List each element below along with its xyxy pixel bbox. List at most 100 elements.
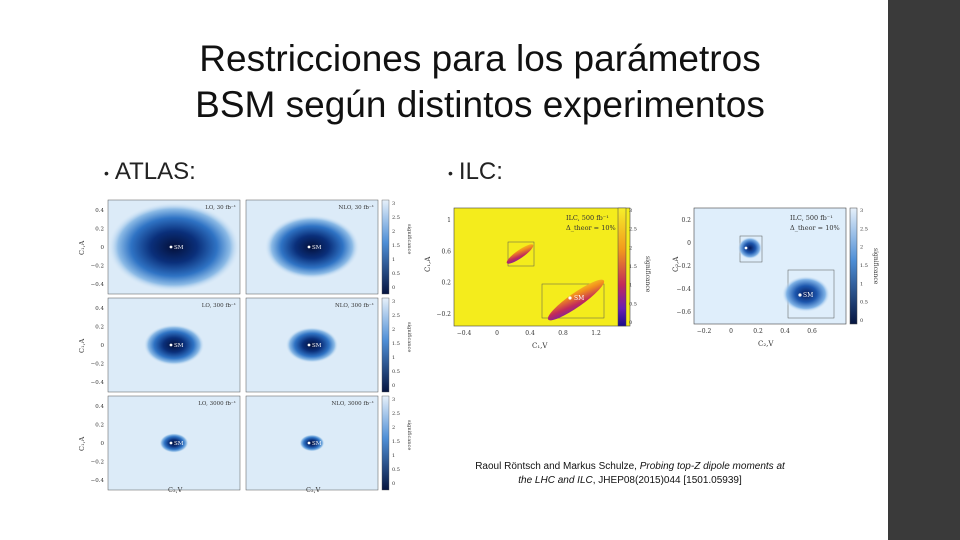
ilc-colorbar-tick: 3: [629, 208, 632, 214]
ilc-right-ylabel: C₂,A: [672, 256, 680, 272]
ilc-left-band-upper: [506, 244, 534, 264]
ilc-xtick: −0.2: [697, 328, 712, 335]
atlas-contour: [285, 327, 339, 363]
atlas-colorbar-tick: 0.5: [392, 369, 400, 375]
ilc-left-ylabel: C₁,A: [424, 256, 432, 272]
atlas-sm-label: SM: [312, 441, 322, 447]
atlas-colorbar-tick: 3: [392, 397, 395, 403]
atlas-panel-label: LO, 300 fb⁻¹: [202, 302, 236, 309]
ilc-colorbar-tick: 0: [860, 318, 863, 324]
title-line-1: Restricciones para los parámetros: [199, 38, 761, 79]
atlas-sm-marker: [169, 441, 173, 445]
ilc-left-label-1: ILC, 500 fb⁻¹: [566, 214, 609, 222]
ilc-xtick: 1.2: [591, 330, 601, 337]
atlas-ylabel: C₁,A: [78, 436, 86, 451]
title-line-2: BSM según distintos experimentos: [195, 84, 765, 125]
ilc-colorbar-tick: 2: [629, 245, 632, 251]
atlas-sm-label: SM: [174, 343, 184, 349]
ilc-colorbar-tick: 1: [860, 281, 863, 287]
ilc-left-label-2: Δ_theor = 10%: [566, 224, 616, 232]
ilc-right-sm-marker: [798, 293, 802, 297]
bullet-ilc: • ILC:: [448, 158, 503, 186]
ilc-left-colorbar-label: significance: [644, 256, 651, 293]
atlas-colorbar-tick: 1.5: [392, 341, 400, 347]
atlas-ylabel: C₁,A: [78, 338, 86, 353]
atlas-ytick: 0: [101, 343, 105, 349]
atlas-panel-label: LO, 3000 fb⁻¹: [198, 400, 236, 407]
atlas-panel-label: LO, 30 fb⁻¹: [205, 204, 236, 211]
citation-ref: , JHEP08(2015)044 [1501.05939]: [592, 475, 742, 486]
ilc-ytick: −0.2: [436, 311, 451, 318]
atlas-contour: [264, 214, 360, 280]
ilc-xtick: 0.2: [753, 328, 763, 335]
atlas-colorbar-tick: 1: [392, 453, 395, 459]
atlas-colorbar-tick: 2.5: [392, 411, 400, 417]
atlas-panel-label: NLO, 30 fb⁻¹: [338, 204, 374, 211]
atlas-sm-label: SM: [174, 245, 184, 251]
ilc-colorbar-tick: 0.5: [860, 300, 868, 306]
atlas-sm-label: SM: [312, 245, 322, 251]
atlas-colorbar-tick: 3: [392, 201, 395, 207]
atlas-colorbar-tick: 1: [392, 257, 395, 263]
ilc-ytick: 0.6: [441, 248, 451, 255]
ilc-xtick: 0: [729, 328, 733, 335]
ilc-ytick: 0.2: [441, 280, 451, 287]
atlas-ytick: 0: [101, 245, 105, 251]
ilc-right-xlabel: C₂,V: [758, 340, 774, 348]
atlas-figure: SM LO, 30 fb⁻¹ SM NLO, 30 fb⁻¹ 3 2.5 2 1.5 1 0.5 0…: [78, 199, 412, 494]
atlas-colorbar-tick: 1: [392, 355, 395, 361]
atlas-ytick: −0.2: [91, 362, 104, 368]
ilc-colorbar-tick: 0: [629, 320, 632, 326]
ilc-colorbar-tick: 1.5: [629, 264, 637, 270]
ilc-colorbar-tick: 1.5: [860, 263, 868, 269]
ilc-left-band-lower: [547, 279, 605, 321]
ilc-ytick: 0.2: [681, 217, 691, 224]
atlas-colorbar-tick: 0: [392, 383, 395, 389]
ilc-right-figure: SM ILC, 500 fb⁻¹ Δ_theor = 10% 3 2.5 2 1.5 1…: [672, 207, 879, 348]
bullet-atlas-label: ATLAS:: [114, 158, 196, 185]
slide-title: Restricciones para los parámetros BSM se…: [120, 36, 840, 128]
ilc-colorbar-tick: 2.5: [629, 227, 637, 233]
ilc-right-sm-label: SM: [803, 292, 813, 299]
atlas-sm-marker: [169, 343, 173, 347]
ilc-right-label-1: ILC, 500 fb⁻¹: [790, 214, 833, 222]
atlas-colorbar: [381, 199, 390, 295]
atlas-colorbar: [381, 395, 390, 491]
atlas-colorbar-tick: 2: [392, 425, 395, 431]
atlas-colorbar-tick: 3: [392, 299, 395, 305]
bullet-ilc-label: ILC:: [458, 158, 503, 185]
ilc-right-label-2: Δ_theor = 10%: [790, 224, 840, 232]
ilc-colorbar-tick: 0.5: [629, 301, 637, 307]
atlas-colorbar-tick: 1.5: [392, 439, 400, 445]
atlas-ytick: −0.2: [91, 460, 104, 466]
ilc-right-colorbar: [849, 207, 858, 325]
bullet-dot-icon: •: [448, 164, 453, 181]
ilc-left-colorbar: [617, 207, 627, 327]
atlas-ytick: 0.2: [95, 325, 104, 331]
atlas-ylabel: C₁,A: [78, 240, 86, 255]
ilc-ytick: −0.4: [676, 286, 691, 293]
atlas-ytick: −0.4: [91, 282, 105, 288]
atlas-ytick: 0.4: [95, 306, 104, 312]
atlas-colorbar-label: significance: [406, 224, 412, 254]
ilc-xtick: −0.4: [457, 330, 472, 337]
atlas-panel-label: NLO, 3000 fb⁻¹: [331, 400, 374, 407]
atlas-colorbar-tick: 0: [392, 481, 395, 487]
atlas-ytick: 0.4: [95, 404, 104, 410]
ilc-ytick: 0: [687, 240, 691, 247]
atlas-colorbar-tick: 0.5: [392, 271, 400, 277]
atlas-ytick: −0.4: [91, 478, 105, 484]
atlas-colorbar-label: significance: [406, 420, 412, 450]
atlas-sm-marker: [307, 245, 311, 249]
atlas-colorbar-tick: 2.5: [392, 215, 400, 221]
atlas-ytick: 0.2: [95, 227, 104, 233]
atlas-colorbar-tick: 1.5: [392, 243, 400, 249]
ilc-xtick: 0.4: [525, 330, 535, 337]
ilc-xtick: 0.4: [780, 328, 790, 335]
ilc-right-sm-marker-upper: [744, 246, 748, 250]
ilc-left-sm-marker: [568, 296, 572, 300]
atlas-ytick: −0.2: [91, 264, 104, 270]
ilc-right-blob-lower: [782, 276, 830, 312]
atlas-colorbar-tick: 2.5: [392, 313, 400, 319]
atlas-colorbar-tick: 2: [392, 327, 395, 333]
